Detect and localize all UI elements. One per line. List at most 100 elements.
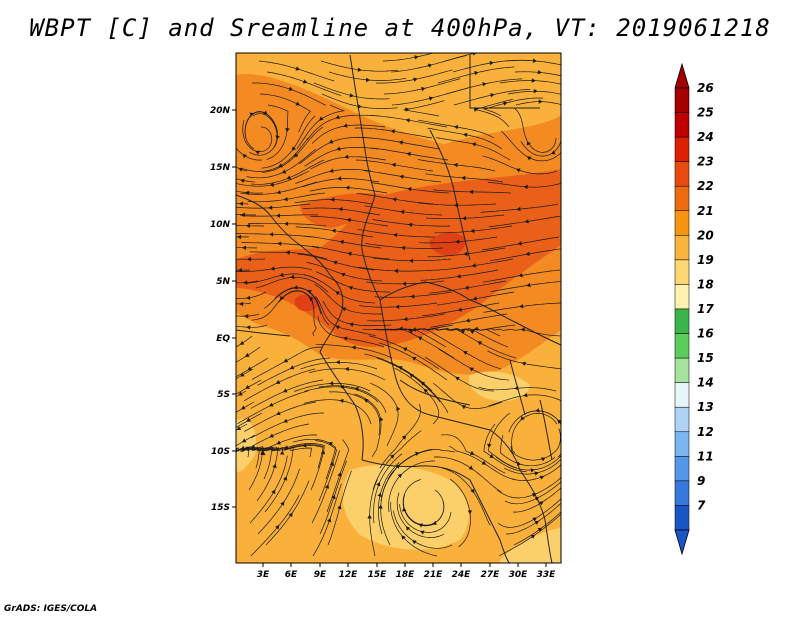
streamline-arrow — [541, 457, 546, 462]
streamline-arrow — [538, 99, 543, 104]
colorbar-label: 21 — [697, 204, 714, 218]
streamline-arrow — [335, 291, 340, 296]
streamline-arrow — [533, 88, 538, 94]
streamline-arrow — [237, 234, 241, 240]
streamline-arrow — [469, 450, 475, 455]
streamline-arrow — [470, 228, 475, 234]
streamline-arrow — [240, 178, 245, 183]
streamline-arrow — [539, 501, 544, 506]
streamline-arrow — [280, 450, 285, 455]
streamline-arrow — [535, 408, 540, 413]
streamline-arrow — [399, 174, 404, 179]
colorbar-swatch — [674, 480, 690, 506]
streamline-arrow — [409, 373, 414, 378]
colorbar-label: 16 — [697, 327, 714, 341]
streamline-arrow — [489, 454, 494, 458]
streamline-arrow — [526, 156, 532, 161]
streamline-arrow — [411, 357, 417, 361]
streamline-arrow — [401, 535, 406, 540]
lon-tick-label: 21E — [424, 570, 444, 580]
country-border — [429, 414, 521, 471]
map-frame — [235, 52, 562, 564]
streamline-arrow — [398, 140, 403, 145]
streamline-arrow — [331, 228, 336, 233]
streamline-arrow — [410, 294, 415, 299]
streamline-arrow — [276, 190, 281, 195]
streamline-arrow — [269, 182, 274, 187]
streamline-arrow — [283, 418, 288, 423]
streamline-arrow — [401, 245, 406, 251]
lon-tick-label: 18E — [396, 570, 416, 580]
streamline-arrow — [487, 443, 492, 448]
streamline-arrow — [412, 540, 417, 545]
streamline-arrow — [402, 347, 408, 352]
streamline-arrow — [336, 146, 341, 151]
streamline-arrow — [454, 203, 459, 208]
streamline-arrow — [245, 353, 250, 357]
streamline-arrow — [247, 366, 252, 371]
streamline-arrow — [481, 460, 487, 465]
colorbar-label: 20 — [697, 228, 714, 242]
grads-credit: GrADS: IGES/COLA — [4, 604, 98, 614]
streamline-arrow — [283, 197, 288, 202]
lon-tick-label: 30E — [509, 570, 529, 580]
country-border — [379, 281, 471, 301]
colorbar-label: 11 — [697, 449, 714, 463]
streamline-arrow — [471, 142, 476, 147]
lat-tick-label: EQ — [216, 334, 230, 344]
streamline-arrow — [472, 296, 477, 301]
streamline-arrow — [320, 450, 326, 455]
colorbar-swatch — [674, 235, 690, 261]
streamline-arrow — [516, 206, 521, 212]
streamline-arrow — [290, 274, 295, 280]
colorbar-label: 22 — [697, 179, 714, 193]
streamline-arrow — [349, 322, 354, 327]
streamline-arrow — [241, 405, 246, 410]
colorbar-swatch — [674, 87, 690, 113]
colorbar-label: 24 — [697, 130, 714, 144]
streamline-arrow — [295, 101, 300, 106]
streamline-arrow — [328, 139, 334, 144]
streamline-arrow — [395, 464, 401, 469]
lon-tick-label: 27E — [481, 570, 501, 580]
streamline-arrow — [472, 53, 477, 56]
streamline-arrow — [407, 186, 412, 192]
streamline-arrow — [516, 461, 522, 466]
streamline — [242, 446, 272, 480]
streamline-arrow — [391, 162, 396, 168]
streamline-arrow — [520, 327, 525, 332]
streamline-arrow — [246, 223, 250, 228]
streamline-arrow — [521, 361, 526, 366]
country-border — [319, 274, 344, 353]
streamline-arrow — [335, 325, 340, 330]
streamline-arrow — [278, 163, 283, 168]
lat-tick-label: 5N — [216, 277, 230, 287]
streamline-arrow — [551, 150, 556, 155]
streamline-arrow — [269, 232, 274, 237]
streamline-arrow — [397, 473, 403, 478]
streamline-arrow — [414, 55, 419, 60]
streamline-arrow — [378, 504, 383, 509]
streamline-arrow — [295, 66, 300, 71]
streamline-arrow — [465, 318, 470, 323]
streamline-arrow — [420, 381, 426, 386]
streamline-arrow — [283, 358, 289, 363]
streamline-arrow — [329, 461, 335, 466]
streamline-arrow — [530, 468, 535, 473]
streamline-arrow — [291, 146, 296, 151]
streamline-arrow — [339, 398, 344, 403]
lat-tick-label: 10N — [210, 220, 231, 230]
streamline-arrow — [357, 67, 362, 72]
streamline-arrow — [246, 295, 251, 300]
streamline-arrow — [417, 336, 423, 341]
streamline-arrow — [283, 476, 288, 481]
country-border — [236, 329, 291, 337]
streamline-arrow — [270, 266, 275, 271]
streamline-arrow — [464, 285, 469, 290]
colorbar-swatch — [674, 382, 690, 408]
streamline-arrow — [523, 184, 528, 190]
streamline-arrow — [246, 417, 251, 422]
streamline-arrow — [354, 386, 359, 392]
streamline-arrow — [276, 213, 281, 218]
country-border — [399, 379, 471, 406]
